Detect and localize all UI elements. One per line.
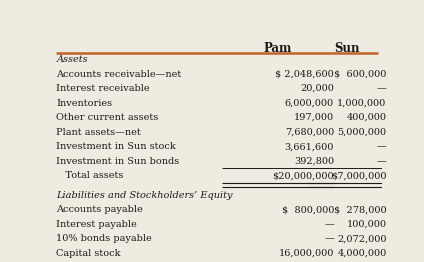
Text: Sun: Sun: [335, 42, 360, 54]
Text: Plant assets—net: Plant assets—net: [56, 128, 141, 137]
Text: 400,000: 400,000: [346, 113, 387, 122]
Text: —: —: [324, 234, 334, 243]
Text: Total assets: Total assets: [56, 171, 124, 180]
Text: Investment in Sun stock: Investment in Sun stock: [56, 142, 176, 151]
Text: $ 2,048,600: $ 2,048,600: [275, 70, 334, 79]
Text: Liabilities and Stockholders’ Equity: Liabilities and Stockholders’ Equity: [56, 191, 233, 200]
Text: 10% bonds payable: 10% bonds payable: [56, 234, 152, 243]
Text: 197,000: 197,000: [294, 113, 334, 122]
Text: Interest payable: Interest payable: [56, 220, 137, 229]
Text: 3,661,600: 3,661,600: [285, 142, 334, 151]
Text: 6,000,000: 6,000,000: [285, 99, 334, 108]
Text: $  278,000: $ 278,000: [334, 205, 387, 214]
Text: 4,000,000: 4,000,000: [337, 249, 387, 258]
Text: Investment in Sun bonds: Investment in Sun bonds: [56, 157, 179, 166]
Text: $  800,000: $ 800,000: [282, 205, 334, 214]
Text: Other current assets: Other current assets: [56, 113, 159, 122]
Text: Interest receivable: Interest receivable: [56, 84, 150, 93]
Text: Accounts receivable—net: Accounts receivable—net: [56, 70, 181, 79]
Text: $20,000,000: $20,000,000: [272, 171, 334, 180]
Text: Inventories: Inventories: [56, 99, 112, 108]
Text: 100,000: 100,000: [346, 220, 387, 229]
Text: —: —: [324, 220, 334, 229]
Text: 5,000,000: 5,000,000: [338, 128, 387, 137]
Text: 2,072,000: 2,072,000: [337, 234, 387, 243]
Text: 1,000,000: 1,000,000: [337, 99, 387, 108]
Text: 392,800: 392,800: [294, 157, 334, 166]
Text: $  600,000: $ 600,000: [334, 70, 387, 79]
Text: Accounts payable: Accounts payable: [56, 205, 143, 214]
Text: Assets: Assets: [56, 55, 88, 64]
Text: $7,000,000: $7,000,000: [331, 171, 387, 180]
Text: —: —: [377, 157, 387, 166]
Text: 7,680,000: 7,680,000: [285, 128, 334, 137]
Text: Pam: Pam: [264, 42, 292, 54]
Text: —: —: [377, 142, 387, 151]
Text: Capital stock: Capital stock: [56, 249, 121, 258]
Text: 16,000,000: 16,000,000: [279, 249, 334, 258]
Text: 20,000: 20,000: [300, 84, 334, 93]
Text: —: —: [377, 84, 387, 93]
